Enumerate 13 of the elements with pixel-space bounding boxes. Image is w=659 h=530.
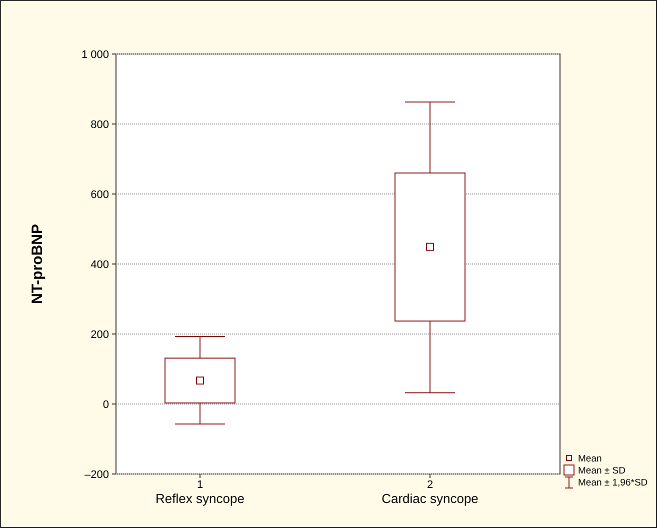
x-tick-label: 1 Reflex syncope xyxy=(156,479,244,506)
y-tick-label: 0 xyxy=(102,398,109,411)
y-tick-label: 1 000 xyxy=(81,48,109,61)
legend-label: Mean ± SD xyxy=(578,465,626,476)
y-tick-label: 600 xyxy=(90,188,109,201)
y-axis-title: NT-proBNP xyxy=(29,224,46,304)
y-tick-label: 200 xyxy=(90,328,109,341)
text: Mean xyxy=(578,453,602,464)
text: Mean ± 1,96*SD xyxy=(578,477,648,488)
y-tick-label: 400 xyxy=(90,258,109,271)
y-tick-label: –200 xyxy=(84,468,109,481)
x-tick-label: 2 Cardiac syncope xyxy=(382,479,478,506)
y-tick-label: 800 xyxy=(90,118,109,131)
